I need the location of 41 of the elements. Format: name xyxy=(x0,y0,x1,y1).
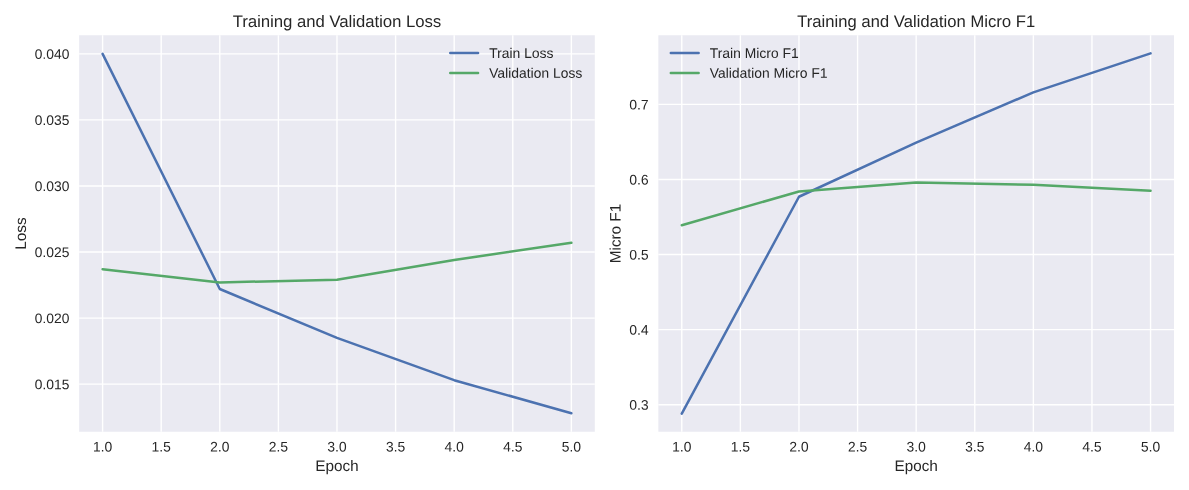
x-tick-label: 2.0 xyxy=(210,441,229,452)
x-tick-label: 3.5 xyxy=(965,441,984,452)
y-tick-label: 0.025 xyxy=(35,247,69,258)
y-tick-label: 0.035 xyxy=(35,115,69,126)
y-tick-label: 0.4 xyxy=(629,324,649,335)
y-tick-label: 0.6 xyxy=(629,174,649,185)
x-tick-label: 1.5 xyxy=(152,441,171,452)
x-axis-title: Epoch xyxy=(316,459,358,475)
y-tick-label: 0.3 xyxy=(629,400,649,410)
y-tick-label: 0.040 xyxy=(35,49,69,59)
y-tick-label: 0.7 xyxy=(629,99,648,110)
chart-title: Training and Validation Loss xyxy=(233,14,441,31)
legend-label: Validation Loss xyxy=(489,67,582,78)
x-tick-label: 4.0 xyxy=(1024,441,1043,452)
y-tick-label: 0.030 xyxy=(35,181,69,192)
x-tick-label: 1.0 xyxy=(673,441,691,452)
x-tick-label: 5.0 xyxy=(1141,441,1160,452)
x-tick-label: 3.0 xyxy=(327,441,347,452)
legend-label: Train Micro F1 xyxy=(710,47,799,59)
x-tick-label: 4.0 xyxy=(444,441,464,452)
x-tick-label: 2.5 xyxy=(269,441,288,452)
chart-title: Training and Validation Micro F1 xyxy=(797,14,1035,31)
y-axis-title: Loss xyxy=(15,217,27,249)
legend-label: Validation Micro F1 xyxy=(709,67,827,78)
legend-label: Train Loss xyxy=(489,47,553,59)
x-tick-label: 3.0 xyxy=(907,441,926,452)
x-tick-label: 1.5 xyxy=(731,441,750,452)
y-tick-label: 0.020 xyxy=(35,313,69,324)
y-tick-label: 0.5 xyxy=(629,249,649,260)
x-tick-label: 3.5 xyxy=(386,441,405,452)
line-series xyxy=(680,181,1152,227)
x-axis-title: Epoch xyxy=(895,459,937,475)
x-tick-label: 4.5 xyxy=(503,441,522,452)
x-tick-label: 4.5 xyxy=(1082,441,1102,452)
line-series xyxy=(101,241,573,284)
y-tick-label: 0.015 xyxy=(35,379,69,390)
y-axis-title: Micro F1 xyxy=(609,204,621,262)
x-tick-label: 2.5 xyxy=(848,441,867,452)
x-tick-label: 1.0 xyxy=(94,441,112,452)
x-tick-label: 5.0 xyxy=(562,441,581,452)
x-tick-label: 2.0 xyxy=(790,441,809,452)
